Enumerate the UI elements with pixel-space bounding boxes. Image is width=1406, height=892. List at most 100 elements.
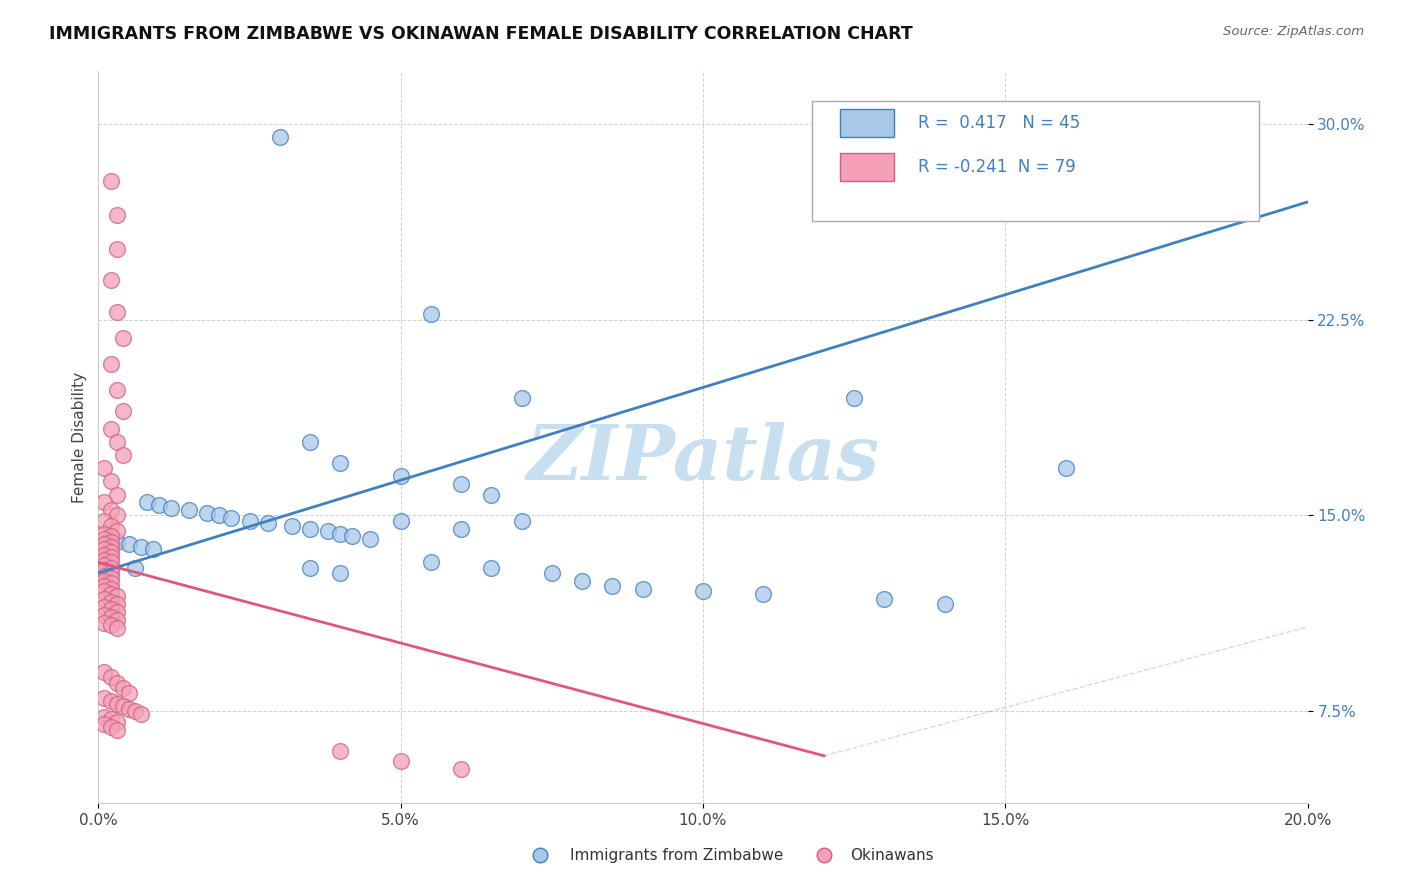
- FancyBboxPatch shape: [811, 101, 1260, 221]
- Point: [450, 762, 472, 776]
- Point: [93, 691, 115, 706]
- Point: [100, 475, 122, 489]
- Point: [510, 514, 533, 528]
- Point: [93, 461, 115, 475]
- Point: [389, 754, 412, 768]
- Point: [118, 702, 141, 716]
- Point: [329, 456, 352, 470]
- Point: [100, 618, 122, 632]
- Point: [510, 391, 533, 405]
- Point: [93, 514, 115, 528]
- Point: [100, 566, 122, 580]
- Point: [100, 670, 122, 684]
- Point: [111, 404, 134, 418]
- Point: [100, 519, 122, 533]
- Point: [105, 383, 128, 397]
- Point: [105, 723, 128, 737]
- Point: [100, 712, 122, 726]
- Point: [1054, 461, 1077, 475]
- Point: [111, 449, 134, 463]
- Point: [111, 331, 134, 345]
- Point: [129, 540, 152, 554]
- Point: [93, 537, 115, 551]
- Point: [256, 516, 278, 531]
- Point: [105, 524, 128, 538]
- Point: [93, 526, 115, 541]
- Point: [100, 503, 122, 517]
- Point: [111, 681, 134, 695]
- Point: [100, 534, 122, 549]
- Point: [100, 594, 122, 608]
- Text: Immigrants from Zimbabwe: Immigrants from Zimbabwe: [569, 848, 783, 863]
- Point: [124, 705, 146, 719]
- Point: [93, 584, 115, 599]
- Point: [105, 304, 128, 318]
- Point: [420, 307, 443, 321]
- Point: [450, 521, 472, 535]
- Point: [420, 556, 443, 570]
- Point: [692, 584, 714, 599]
- Point: [105, 597, 128, 611]
- Point: [100, 545, 122, 559]
- Point: [93, 568, 115, 582]
- Point: [269, 129, 291, 144]
- Point: [93, 599, 115, 614]
- Point: [179, 503, 201, 517]
- Point: [93, 558, 115, 573]
- Point: [100, 694, 122, 708]
- Point: [316, 524, 339, 538]
- Point: [299, 521, 322, 535]
- Point: [100, 610, 122, 624]
- Point: [100, 529, 122, 543]
- Point: [93, 615, 115, 630]
- Point: [342, 529, 364, 543]
- Point: [844, 391, 866, 405]
- Point: [100, 560, 122, 574]
- Point: [299, 560, 322, 574]
- Point: [93, 717, 115, 731]
- Point: [100, 587, 122, 601]
- Point: [100, 357, 122, 371]
- Point: [100, 582, 122, 596]
- Text: IMMIGRANTS FROM ZIMBABWE VS OKINAWAN FEMALE DISABILITY CORRELATION CHART: IMMIGRANTS FROM ZIMBABWE VS OKINAWAN FEM…: [49, 25, 912, 43]
- Point: [752, 587, 775, 601]
- Point: [100, 422, 122, 436]
- Point: [100, 576, 122, 591]
- Bar: [839, 153, 894, 181]
- Point: [105, 590, 128, 604]
- Point: [111, 699, 134, 714]
- Point: [360, 532, 382, 546]
- Point: [93, 709, 115, 723]
- Point: [100, 602, 122, 616]
- Point: [93, 553, 115, 567]
- Point: [160, 500, 183, 515]
- Point: [100, 273, 122, 287]
- Point: [329, 566, 352, 580]
- Point: [124, 560, 146, 574]
- Point: [93, 548, 115, 562]
- Point: [105, 435, 128, 450]
- Point: [100, 540, 122, 554]
- Point: [934, 597, 956, 611]
- Bar: [839, 110, 894, 137]
- Point: [105, 714, 128, 729]
- Point: [93, 542, 115, 557]
- Point: [105, 621, 128, 635]
- Point: [93, 532, 115, 546]
- Point: [105, 242, 128, 256]
- Point: [208, 508, 231, 523]
- Point: [450, 477, 472, 491]
- Point: [329, 526, 352, 541]
- Point: [105, 613, 128, 627]
- Point: [105, 697, 128, 711]
- Point: [100, 174, 122, 188]
- Point: [100, 556, 122, 570]
- Point: [93, 592, 115, 607]
- Point: [118, 537, 141, 551]
- Point: [118, 686, 141, 700]
- Point: [93, 563, 115, 577]
- Text: R =  0.417   N = 45: R = 0.417 N = 45: [918, 114, 1080, 132]
- Point: [93, 607, 115, 622]
- Point: [481, 560, 503, 574]
- Point: [93, 665, 115, 680]
